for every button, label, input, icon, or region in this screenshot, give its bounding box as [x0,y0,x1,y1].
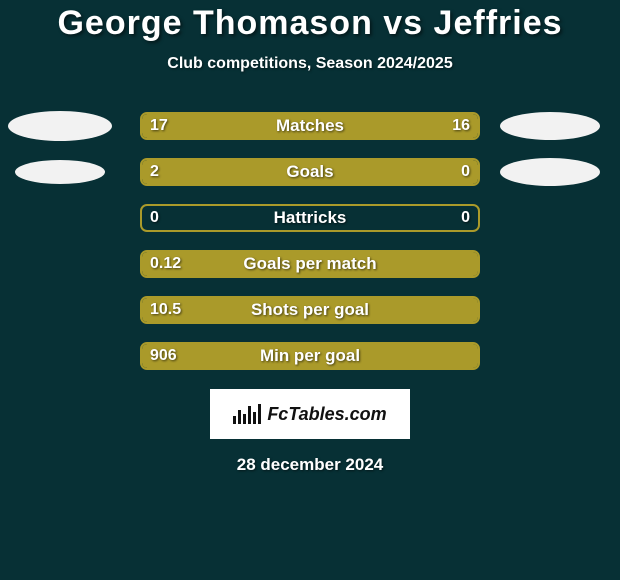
bar-track: Shots per goal [140,296,480,324]
date-text: 28 december 2024 [0,455,620,475]
value-left: 0.12 [150,255,181,273]
logo-bar-icon [243,414,246,424]
bar-label: Shots per goal [251,300,369,320]
bar-label: Goals [286,162,333,182]
logo-bar-icon [248,406,251,424]
stat-row: Shots per goal 10.5 [0,287,620,333]
stat-row: Matches 17 16 [0,103,620,149]
stat-row: Goals 2 0 [0,149,620,195]
stat-row: Goals per match 0.12 [0,241,620,287]
logo-text: FcTables.com [267,404,386,425]
bar-label: Min per goal [260,346,360,366]
left-ellipse-icon [15,160,105,184]
value-right: 0 [461,209,470,227]
logo-bar-icon [233,416,236,424]
right-ellipse-icon [500,112,600,140]
value-right: 0 [461,163,470,181]
stat-row: Hattricks 0 0 [0,195,620,241]
bar-track: Matches [140,112,480,140]
value-left: 17 [150,117,168,135]
bar-left [142,160,397,184]
comparison-chart: Matches 17 16 Goals 2 0 Hattricks 0 0 Goals per m… [0,103,620,379]
subtitle: Club competitions, Season 2024/2025 [0,55,620,73]
page-title: George Thomason vs Jeffries [0,0,620,43]
logo-bar-icon [238,410,241,424]
right-ellipse-icon [500,158,600,186]
value-left: 906 [150,347,177,365]
bar-label: Hattricks [274,208,347,228]
bar-track: Goals per match [140,250,480,278]
bar-label: Goals per match [243,254,376,274]
value-left: 2 [150,163,159,181]
logo-bar-icon [258,404,261,424]
fctables-logo: FcTables.com [210,389,410,439]
stat-row: Min per goal 906 [0,333,620,379]
logo-bar-icon [253,412,256,424]
bar-track: Hattricks [140,204,480,232]
logo-bars-icon [233,404,261,424]
value-left: 10.5 [150,301,181,319]
value-left: 0 [150,209,159,227]
value-right: 16 [452,117,470,135]
bar-track: Min per goal [140,342,480,370]
bar-label: Matches [276,116,344,136]
bar-track: Goals [140,158,480,186]
left-ellipse-icon [8,111,112,141]
